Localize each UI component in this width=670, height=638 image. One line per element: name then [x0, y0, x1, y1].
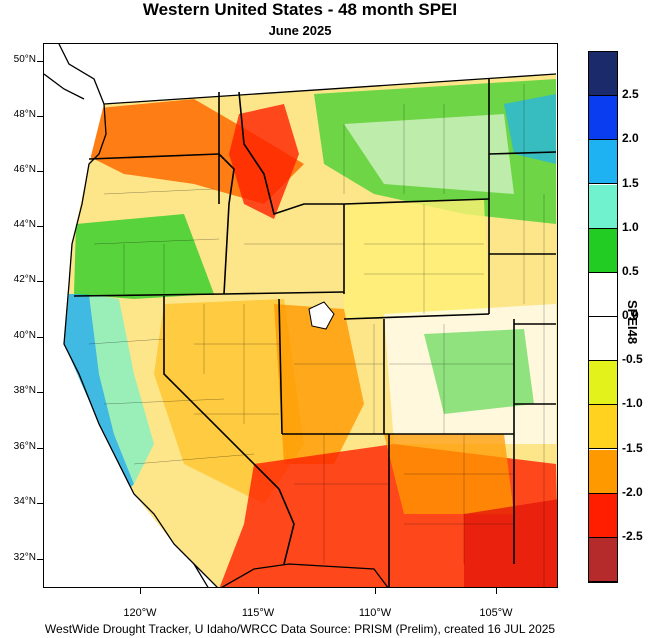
colorbar-label: -2.0	[622, 484, 643, 499]
nd-sd-border	[488, 151, 557, 155]
colorbar-swatch	[589, 272, 617, 317]
latitude-label: 42°N	[13, 274, 36, 285]
canada-coast	[58, 44, 105, 105]
or-ca-border	[73, 293, 225, 297]
mexico-border	[221, 563, 389, 587]
map-subtitle: June 2025	[268, 23, 332, 38]
ut-orange	[274, 304, 364, 464]
nv-ca-border	[163, 296, 280, 490]
colorbar-swatch	[589, 96, 617, 141]
latitude-label: 40°N	[13, 330, 36, 341]
nd-blue	[504, 94, 556, 164]
canada-area	[104, 44, 557, 104]
coast-wet-inner	[89, 294, 154, 484]
canada-border	[103, 73, 557, 105]
colorbar-label: -1.5	[622, 440, 643, 455]
co-green	[424, 329, 534, 414]
latitude-label: 36°N	[13, 441, 36, 452]
latitude-label: 50°N	[13, 54, 36, 65]
state-boundaries	[73, 79, 557, 587]
longitude-tick	[258, 588, 259, 594]
bc-island	[44, 73, 85, 100]
latitude-label: 48°N	[13, 109, 36, 120]
id-mt-border	[238, 91, 344, 216]
longitude-label: 105°W	[479, 607, 513, 619]
latitude-tick	[37, 559, 43, 560]
longitude-label: 115°W	[241, 607, 275, 619]
colorbar-swatch	[589, 361, 617, 406]
latitude-tick	[37, 61, 43, 62]
longitude-label: 120°W	[123, 607, 157, 619]
latitude-label: 46°N	[13, 164, 36, 175]
map-title: Western United States - 48 month SPEI	[142, 0, 458, 19]
latitude-tick	[37, 392, 43, 393]
latitude-tick	[37, 281, 43, 282]
colorbar	[588, 51, 618, 583]
latitude-tick	[37, 116, 43, 117]
az-ca-border	[278, 488, 295, 565]
latitude-label: 44°N	[13, 219, 36, 230]
spei-map-svg	[44, 44, 557, 587]
colorbar-label: -2.5	[622, 528, 643, 543]
idaho-dry	[229, 104, 299, 219]
latitude-tick	[37, 448, 43, 449]
or-green	[74, 214, 214, 299]
colorbar-swatch	[589, 184, 617, 229]
colorbar-label: -1.0	[622, 396, 643, 411]
colorbar-swatch	[589, 493, 617, 538]
spei-map	[43, 43, 558, 588]
great-salt-lake	[308, 301, 335, 330]
pacific-ocean	[44, 44, 217, 587]
footer-credit: WestWide Drought Tracker, U Idaho/WRCC D…	[44, 622, 556, 636]
colorbar-label: -0.5	[622, 352, 643, 367]
latitude-tick	[37, 226, 43, 227]
colorbar-label: 0.0	[622, 308, 639, 322]
coast-wet	[64, 294, 134, 494]
latitude-label: 38°N	[13, 385, 36, 396]
colorbar-label: 2.5	[622, 87, 639, 102]
longitude-tick	[140, 588, 141, 594]
tx-red	[464, 499, 557, 587]
colorbar-swatch	[589, 449, 617, 494]
colorbar-swatch	[589, 52, 617, 97]
nv-ut-border	[278, 298, 283, 435]
longitude-label: 110°W	[358, 607, 392, 619]
colorbar-title: SPEI48	[625, 300, 640, 345]
nv-orange	[154, 299, 304, 504]
colorbar-swatch	[589, 537, 617, 582]
colorbar-label: 1.5	[622, 175, 639, 190]
or-id-border	[218, 153, 235, 295]
or-wa-border	[88, 153, 220, 160]
colorbar-label: 1.0	[622, 219, 639, 234]
colorbar-label: 2.0	[622, 131, 639, 146]
colorbar-swatch	[589, 317, 617, 362]
wy-yellow	[344, 199, 489, 319]
id-nv-border	[223, 291, 345, 295]
colorbar-label: 0.5	[622, 263, 639, 278]
longitude-tick	[375, 588, 376, 594]
latitude-label: 32°N	[13, 552, 36, 563]
colorbar-swatch	[589, 228, 617, 273]
longitude-tick	[496, 588, 497, 594]
drought-fill-layer	[64, 74, 557, 587]
latitude-label: 34°N	[13, 496, 36, 507]
county-lines	[88, 84, 545, 587]
wy-co-border	[343, 313, 490, 320]
mt-wy-border	[343, 198, 490, 205]
latitude-tick	[37, 171, 43, 172]
latitude-tick	[37, 503, 43, 504]
baja-coast	[193, 563, 209, 587]
colorbar-swatch	[589, 405, 617, 450]
mt-white	[344, 114, 514, 194]
latitude-tick	[37, 337, 43, 338]
colorbar-swatch	[589, 140, 617, 185]
